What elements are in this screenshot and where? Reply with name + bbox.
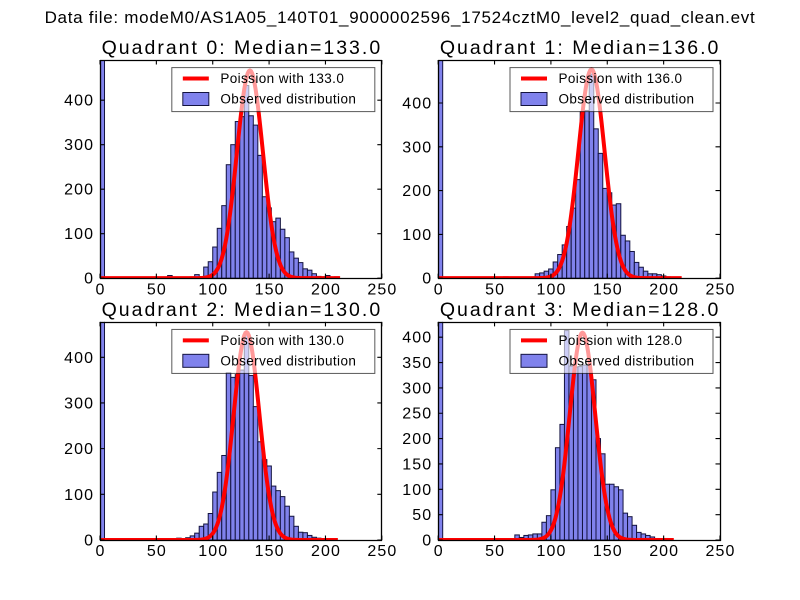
svg-text:200: 200 xyxy=(64,441,94,458)
svg-text:400: 400 xyxy=(402,330,432,347)
svg-text:200: 200 xyxy=(402,431,432,448)
svg-text:100: 100 xyxy=(198,543,228,560)
svg-text:200: 200 xyxy=(649,281,679,298)
svg-text:200: 200 xyxy=(311,543,341,560)
svg-text:Observed distribution: Observed distribution xyxy=(559,92,695,107)
svg-text:150: 150 xyxy=(255,543,285,560)
svg-text:50: 50 xyxy=(147,281,167,298)
svg-text:0: 0 xyxy=(84,533,94,550)
svg-text:Observed distribution: Observed distribution xyxy=(559,354,695,369)
svg-text:50: 50 xyxy=(485,543,505,560)
svg-text:50: 50 xyxy=(147,543,167,560)
svg-text:Poission with 136.0: Poission with 136.0 xyxy=(559,71,683,86)
svg-text:Quadrant 0: Median=133.0: Quadrant 0: Median=133.0 xyxy=(102,37,383,59)
svg-text:150: 150 xyxy=(402,456,432,473)
svg-text:250: 250 xyxy=(367,281,397,298)
svg-text:100: 100 xyxy=(198,281,228,298)
svg-text:100: 100 xyxy=(402,227,432,244)
svg-text:300: 300 xyxy=(402,139,432,156)
svg-text:0: 0 xyxy=(422,533,432,550)
svg-text:150: 150 xyxy=(593,281,623,298)
svg-text:100: 100 xyxy=(64,487,94,504)
svg-text:0: 0 xyxy=(434,281,444,298)
svg-text:Quadrant 3: Median=128.0: Quadrant 3: Median=128.0 xyxy=(440,299,721,321)
svg-text:Poission with 133.0: Poission with 133.0 xyxy=(220,71,344,86)
svg-text:Poission with 128.0: Poission with 128.0 xyxy=(559,333,683,348)
svg-text:400: 400 xyxy=(402,96,432,113)
svg-text:Observed distribution: Observed distribution xyxy=(220,92,356,107)
svg-text:150: 150 xyxy=(255,281,285,298)
svg-text:250: 250 xyxy=(402,406,432,423)
svg-text:50: 50 xyxy=(485,281,505,298)
svg-text:300: 300 xyxy=(64,395,94,412)
svg-text:0: 0 xyxy=(84,271,94,288)
svg-text:200: 200 xyxy=(311,281,341,298)
svg-text:Data file: modeM0/AS1A05_140T0: Data file: modeM0/AS1A05_140T01_90000025… xyxy=(45,8,756,27)
svg-text:100: 100 xyxy=(536,543,566,560)
svg-text:100: 100 xyxy=(64,226,94,243)
svg-text:0: 0 xyxy=(96,281,106,298)
svg-text:250: 250 xyxy=(706,543,736,560)
svg-text:200: 200 xyxy=(402,183,432,200)
svg-text:Observed distribution: Observed distribution xyxy=(220,354,356,369)
svg-text:50: 50 xyxy=(412,507,432,524)
svg-text:200: 200 xyxy=(649,543,679,560)
svg-text:150: 150 xyxy=(593,543,623,560)
svg-text:400: 400 xyxy=(64,93,94,110)
svg-text:250: 250 xyxy=(367,543,397,560)
svg-text:0: 0 xyxy=(96,543,106,560)
svg-text:300: 300 xyxy=(64,137,94,154)
svg-text:300: 300 xyxy=(402,380,432,397)
svg-text:Poission with 130.0: Poission with 130.0 xyxy=(220,333,344,348)
svg-text:100: 100 xyxy=(536,281,566,298)
svg-text:Quadrant 2: Median=130.0: Quadrant 2: Median=130.0 xyxy=(102,299,383,321)
svg-text:Quadrant 1: Median=136.0: Quadrant 1: Median=136.0 xyxy=(440,37,721,59)
svg-text:0: 0 xyxy=(434,543,444,560)
svg-text:400: 400 xyxy=(64,350,94,367)
svg-text:250: 250 xyxy=(706,281,736,298)
svg-text:200: 200 xyxy=(64,182,94,199)
svg-text:350: 350 xyxy=(402,355,432,372)
svg-text:0: 0 xyxy=(422,271,432,288)
svg-text:100: 100 xyxy=(402,482,432,499)
